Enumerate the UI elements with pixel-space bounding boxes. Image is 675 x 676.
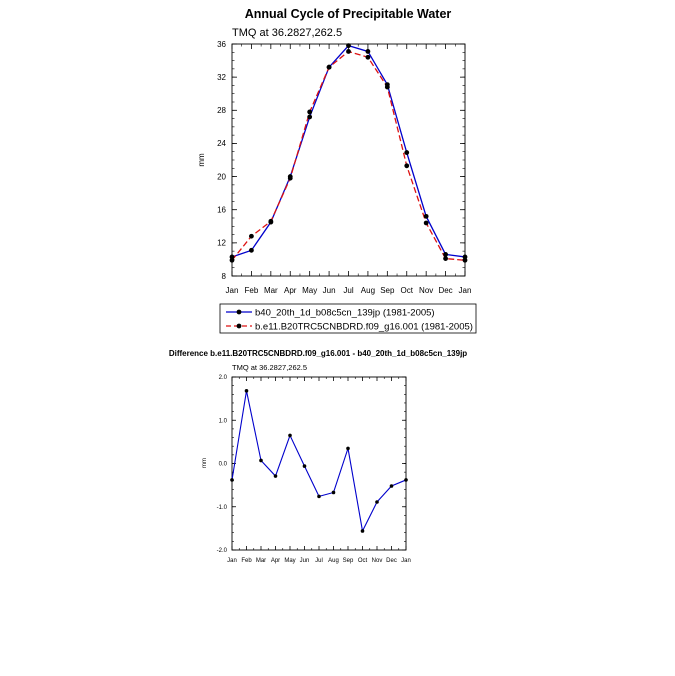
data-point-series-1 bbox=[229, 254, 235, 260]
x-tick-label: Feb bbox=[245, 286, 259, 295]
x-tick-label: Nov bbox=[372, 558, 383, 564]
data-point-series-1 bbox=[389, 484, 394, 488]
y-tick-label: 20 bbox=[217, 172, 226, 181]
legend-entry-series-2: b.e11.B20TRC5CNBDRD.f09_g16.001 (1981-20… bbox=[255, 322, 473, 333]
y-tick-label: 16 bbox=[217, 206, 226, 215]
data-point-series-1 bbox=[375, 500, 379, 504]
data-point-series-1 bbox=[273, 474, 278, 478]
x-tick-label: Apr bbox=[271, 558, 280, 564]
x-tick-label: Jul bbox=[315, 558, 323, 564]
data-point-series-1 bbox=[259, 458, 263, 463]
x-tick-label: Jan bbox=[227, 558, 237, 564]
x-tick-label: May bbox=[302, 286, 317, 295]
x-tick-label: Jan bbox=[401, 558, 411, 564]
data-point-series-1 bbox=[423, 213, 429, 219]
data-point-series-2 bbox=[423, 220, 429, 226]
data-point-series-2 bbox=[462, 257, 468, 263]
plot-area: Jan Feb Mar Apr May Jun Jul Aug Sep Oct Nov Dec Jan -… bbox=[217, 375, 411, 564]
x-tick-label: Oct bbox=[358, 558, 368, 564]
data-point-series-1 bbox=[244, 389, 249, 393]
chart-subtitle: TMQ at 36.2827,262.5 bbox=[232, 27, 342, 39]
y-tick-label: 8 bbox=[222, 272, 227, 281]
x-tick-label: Oct bbox=[401, 286, 414, 295]
data-point-series-1 bbox=[346, 43, 351, 49]
data-point-series-2 bbox=[443, 256, 448, 261]
series-line-1 bbox=[231, 44, 466, 258]
y-tick-label: 32 bbox=[217, 73, 226, 82]
y-tick-label: -2.0 bbox=[217, 548, 228, 554]
plot-frame bbox=[231, 376, 407, 551]
legend-marker-series-1 bbox=[236, 309, 242, 315]
plot-frame bbox=[231, 43, 466, 277]
x-tick-label: Sep bbox=[343, 558, 354, 564]
legend: b40_20th_1d_b08c5cn_139jp (1981-2005) b.… bbox=[219, 303, 477, 334]
y-tick-label: 36 bbox=[217, 40, 226, 49]
y-tick-label: 2.0 bbox=[219, 375, 228, 381]
y-tick-label: 0.0 bbox=[219, 462, 228, 468]
x-tick-label: Mar bbox=[264, 286, 278, 295]
series-line-1 bbox=[231, 390, 407, 533]
y-axis-label: mm bbox=[202, 458, 208, 468]
legend-box bbox=[219, 303, 477, 334]
x-tick-label: Jun bbox=[300, 558, 310, 564]
y-tick-label: 28 bbox=[217, 106, 226, 115]
data-point-series-1 bbox=[302, 464, 307, 468]
chart-subtitle: TMQ at 36.2827,262.5 bbox=[232, 363, 307, 372]
x-tick-label: Jun bbox=[323, 286, 336, 295]
x-tick-label: Mar bbox=[256, 558, 266, 564]
x-tick-label: Feb bbox=[241, 558, 252, 564]
data-point-series-2 bbox=[287, 175, 293, 181]
data-point-series-2 bbox=[365, 54, 371, 60]
data-point-series-1 bbox=[404, 478, 408, 482]
data-point-series-2 bbox=[326, 64, 332, 70]
legend-marker-series-2 bbox=[236, 323, 242, 329]
data-point-series-1 bbox=[331, 490, 336, 495]
data-point-series-1 bbox=[365, 49, 371, 54]
data-point-series-2 bbox=[249, 233, 254, 239]
x-tick-label: Jul bbox=[343, 286, 353, 295]
data-point-series-1 bbox=[317, 494, 321, 499]
data-point-series-2 bbox=[307, 109, 313, 115]
x-tick-label: Aug bbox=[361, 286, 375, 295]
data-point-series-1 bbox=[307, 114, 313, 120]
data-point-series-1 bbox=[360, 529, 365, 533]
data-point-series-1 bbox=[346, 446, 350, 451]
x-tick-label: Sep bbox=[380, 286, 395, 295]
difference-panel: Difference b.e11.B20TRC5CNBDRD.f09_g16.0… bbox=[169, 349, 467, 564]
data-point-series-1 bbox=[230, 478, 234, 482]
annual-cycle-panel: Annual Cycle of Precipitable Water TMQ a… bbox=[197, 7, 477, 334]
data-point-series-1 bbox=[443, 252, 448, 257]
legend-entry-series-1: b40_20th_1d_b08c5cn_139jp (1981-2005) bbox=[255, 308, 435, 319]
data-point-series-1 bbox=[404, 150, 410, 155]
x-tick-label: Aug bbox=[328, 558, 339, 564]
data-point-series-1 bbox=[249, 247, 254, 253]
data-point-series-2 bbox=[404, 163, 410, 169]
y-tick-label: 1.0 bbox=[219, 418, 228, 424]
chart-title: Difference b.e11.B20TRC5CNBDRD.f09_g16.0… bbox=[169, 349, 467, 358]
y-tick-label: 12 bbox=[217, 239, 226, 248]
x-tick-label: Jan bbox=[459, 286, 472, 295]
data-point-series-2 bbox=[346, 49, 351, 54]
data-point-series-1 bbox=[288, 433, 292, 438]
chart-title: Annual Cycle of Precipitable Water bbox=[245, 7, 452, 21]
series-line-2 bbox=[231, 50, 466, 261]
data-point-series-2 bbox=[268, 218, 274, 224]
y-tick-label: -1.0 bbox=[217, 505, 228, 511]
x-tick-label: Jan bbox=[226, 286, 239, 295]
x-tick-label: Dec bbox=[438, 286, 452, 295]
x-tick-label: Nov bbox=[419, 286, 433, 295]
y-axis-label: mm bbox=[197, 153, 206, 167]
y-tick-label: 24 bbox=[217, 139, 226, 148]
x-tick-label: Apr bbox=[284, 286, 297, 295]
plot-area: Jan Feb Mar Apr May Jun Jul Aug Sep Oct Nov Dec Jan 8… bbox=[217, 40, 471, 295]
x-tick-label: Dec bbox=[386, 558, 397, 564]
data-point-series-1 bbox=[462, 254, 468, 260]
x-tick-label: May bbox=[284, 558, 295, 564]
data-point-series-2 bbox=[229, 257, 235, 263]
data-point-series-2 bbox=[384, 84, 390, 90]
